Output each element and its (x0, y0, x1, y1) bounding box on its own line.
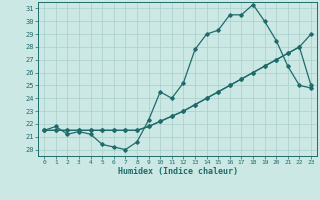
X-axis label: Humidex (Indice chaleur): Humidex (Indice chaleur) (118, 167, 238, 176)
